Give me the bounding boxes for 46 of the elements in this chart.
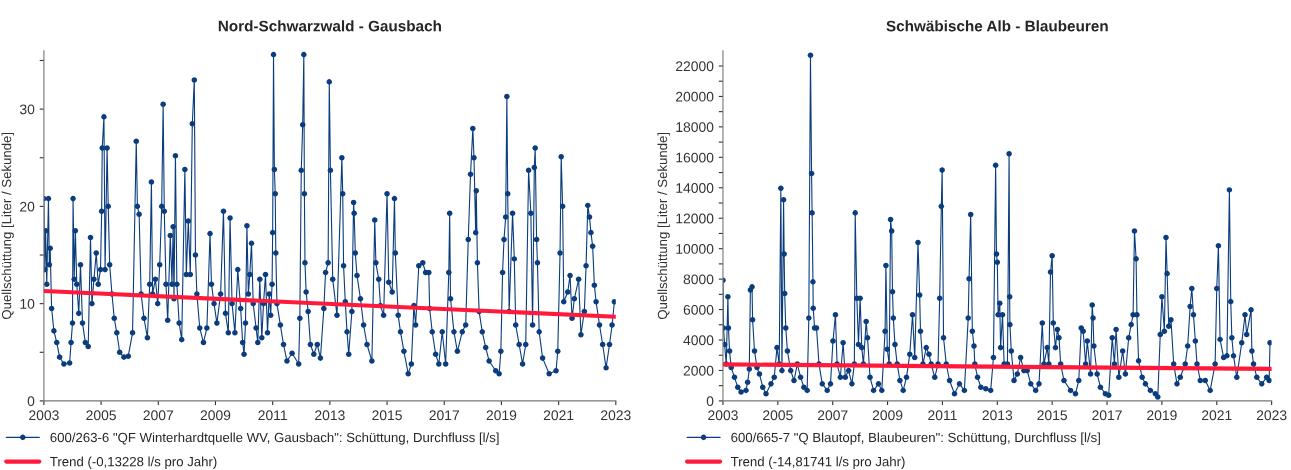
x-tick-label: 2019 bbox=[1147, 410, 1177, 421]
x-tick-label: 2023 bbox=[1256, 410, 1287, 421]
x-tick-label: 2005 bbox=[763, 410, 793, 421]
x-tick-label: 2009 bbox=[872, 410, 903, 421]
y-tick-label: 4000 bbox=[683, 335, 714, 346]
x-tick-label: 2017 bbox=[429, 410, 459, 421]
x-tick-label: 2009 bbox=[200, 410, 231, 421]
chart-title: Nord-Schwarzwald - Gausbach bbox=[218, 20, 441, 32]
y-tick-label: 8000 bbox=[683, 274, 714, 285]
x-tick-label: 2007 bbox=[143, 410, 174, 421]
x-tick-label: 2021 bbox=[543, 410, 574, 421]
y-tick-label: 22000 bbox=[676, 61, 714, 72]
legend-label: 600/263-6 "QF Winterhardtquelle WV, Gausbach": Schüttung, Durchfluss [l/s] bbox=[50, 432, 499, 445]
x-tick-label: 2021 bbox=[1202, 410, 1232, 421]
chart-title: Schwäbische Alb - Blaubeuren bbox=[886, 20, 1108, 32]
y-tick-label: 14000 bbox=[676, 183, 714, 193]
y-tick-label: 10 bbox=[20, 298, 35, 309]
x-tick-label: 2013 bbox=[982, 410, 1013, 421]
x-tick-label: 2023 bbox=[601, 410, 631, 421]
y-tick-label: 2000 bbox=[683, 365, 714, 376]
x-tick-label: 2011 bbox=[258, 410, 287, 421]
y-tick-label: 0 bbox=[27, 396, 35, 407]
y-tick-label: 12000 bbox=[676, 213, 714, 224]
y-tick-label: 16000 bbox=[676, 152, 714, 163]
y-tick-label: 6000 bbox=[683, 304, 714, 315]
x-tick-label: 2005 bbox=[86, 410, 116, 421]
y-axis-title: Quellschüttung [Liter / Sekunde] bbox=[1, 132, 14, 320]
x-tick-label: 2007 bbox=[817, 410, 848, 421]
legend-label: 600/665-7 "Q Blautopf, Blaubeuren": Schüttung, Durchfluss [l/s] bbox=[731, 432, 1100, 445]
y-tick-label: 20 bbox=[20, 201, 35, 212]
x-tick-label: 2003 bbox=[29, 410, 59, 421]
legend-label: Trend (-14,81741 l/s pro Jahr) bbox=[730, 456, 905, 469]
x-tick-label: 2017 bbox=[1092, 410, 1122, 421]
y-tick-label: 20000 bbox=[676, 91, 714, 102]
x-tick-label: 2003 bbox=[708, 410, 738, 421]
y-tick-label: 30 bbox=[19, 104, 35, 115]
x-tick-label: 2019 bbox=[486, 410, 517, 421]
legend-label: Trend (-0,13228 l/s pro Jahr) bbox=[50, 456, 217, 469]
x-tick-label: 2013 bbox=[315, 410, 345, 421]
x-tick-label: 2015 bbox=[1037, 410, 1068, 421]
y-tick-label: 18000 bbox=[676, 122, 714, 133]
x-tick-label: 2015 bbox=[372, 410, 402, 421]
y-tick-label: 0 bbox=[706, 396, 714, 407]
y-axis-title: Quellschüttung [Liter / Sekunde] bbox=[657, 132, 670, 320]
y-tick-label: 10000 bbox=[676, 244, 714, 254]
x-tick-label: 2011 bbox=[928, 410, 957, 421]
